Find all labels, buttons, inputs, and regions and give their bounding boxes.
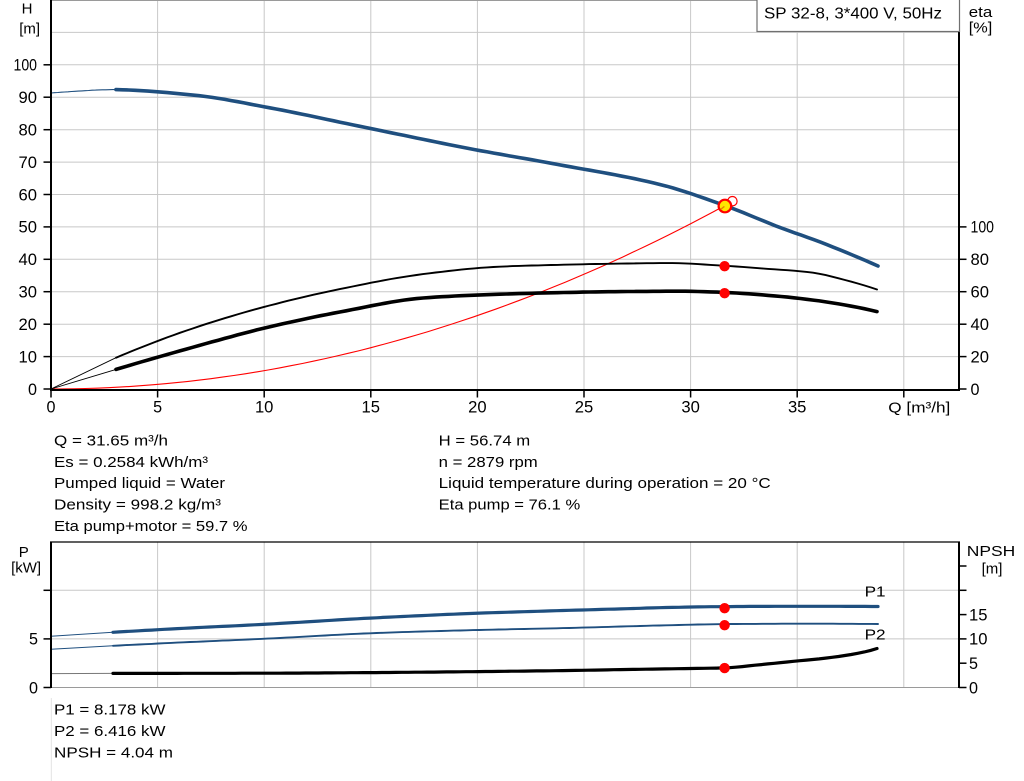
svg-text:n = 2879 rpm: n = 2879 rpm	[439, 454, 538, 471]
svg-text:40: 40	[971, 315, 990, 334]
svg-text:Density = 998.2 kg/m³: Density = 998.2 kg/m³	[54, 496, 221, 513]
svg-text:50: 50	[19, 218, 38, 237]
svg-text:15: 15	[969, 605, 988, 624]
svg-text:0: 0	[28, 380, 37, 399]
svg-text:5: 5	[153, 398, 162, 417]
svg-text:P1 = 8.178 kW: P1 = 8.178 kW	[54, 702, 166, 719]
svg-text:[m]: [m]	[982, 561, 1003, 578]
svg-text:5: 5	[29, 630, 38, 649]
svg-text:SP 32-8, 3*400 V, 50Hz: SP 32-8, 3*400 V, 50Hz	[764, 6, 942, 23]
svg-text:30: 30	[19, 283, 38, 302]
svg-text:20: 20	[468, 398, 487, 417]
svg-text:NPSH = 4.04 m: NPSH = 4.04 m	[54, 745, 173, 762]
svg-text:5: 5	[969, 654, 978, 673]
svg-text:H: H	[22, 1, 33, 18]
svg-text:10: 10	[969, 630, 988, 649]
svg-text:Eta pump = 76.1 %: Eta pump = 76.1 %	[439, 496, 581, 513]
svg-text:P: P	[19, 544, 29, 561]
svg-text:30: 30	[681, 398, 700, 417]
svg-text:P2: P2	[865, 627, 886, 644]
svg-text:80: 80	[971, 250, 990, 269]
svg-text:100: 100	[14, 56, 38, 75]
svg-text:eta: eta	[969, 4, 993, 21]
svg-text:0: 0	[969, 678, 978, 697]
svg-text:0: 0	[971, 380, 980, 399]
svg-text:20: 20	[19, 315, 38, 334]
svg-text:0: 0	[47, 398, 56, 417]
svg-text:25: 25	[575, 398, 594, 417]
svg-text:10: 10	[19, 347, 38, 366]
svg-text:15: 15	[362, 398, 381, 417]
svg-text:100: 100	[971, 218, 995, 237]
svg-text:Pumped liquid = Water: Pumped liquid = Water	[54, 475, 225, 492]
svg-text:[m]: [m]	[19, 21, 40, 38]
svg-text:60: 60	[971, 283, 990, 302]
svg-text:Liquid temperature during oper: Liquid temperature during operation = 20…	[439, 475, 771, 492]
svg-text:Eta pump+motor = 59.7 %: Eta pump+motor = 59.7 %	[54, 518, 248, 535]
svg-text:NPSH: NPSH	[967, 543, 1016, 560]
svg-text:80: 80	[19, 121, 38, 140]
svg-text:Es = 0.2584 kWh/m³: Es = 0.2584 kWh/m³	[54, 454, 208, 471]
svg-text:P1: P1	[865, 583, 886, 600]
svg-text:[kW]: [kW]	[11, 560, 41, 577]
svg-text:0: 0	[29, 678, 38, 697]
svg-text:90: 90	[19, 88, 38, 107]
svg-text:10: 10	[255, 398, 274, 417]
svg-text:70: 70	[19, 153, 38, 172]
svg-text:20: 20	[971, 347, 990, 366]
svg-text:H = 56.74 m: H = 56.74 m	[439, 432, 531, 449]
svg-text:35: 35	[788, 398, 807, 417]
svg-text:P2 = 6.416 kW: P2 = 6.416 kW	[54, 723, 166, 740]
svg-text:Q [m³/h]: Q [m³/h]	[888, 400, 950, 417]
svg-text:Q = 31.65 m³/h: Q = 31.65 m³/h	[54, 432, 168, 449]
svg-text:60: 60	[19, 185, 38, 204]
svg-text:[%]: [%]	[969, 20, 993, 37]
svg-text:40: 40	[19, 250, 38, 269]
